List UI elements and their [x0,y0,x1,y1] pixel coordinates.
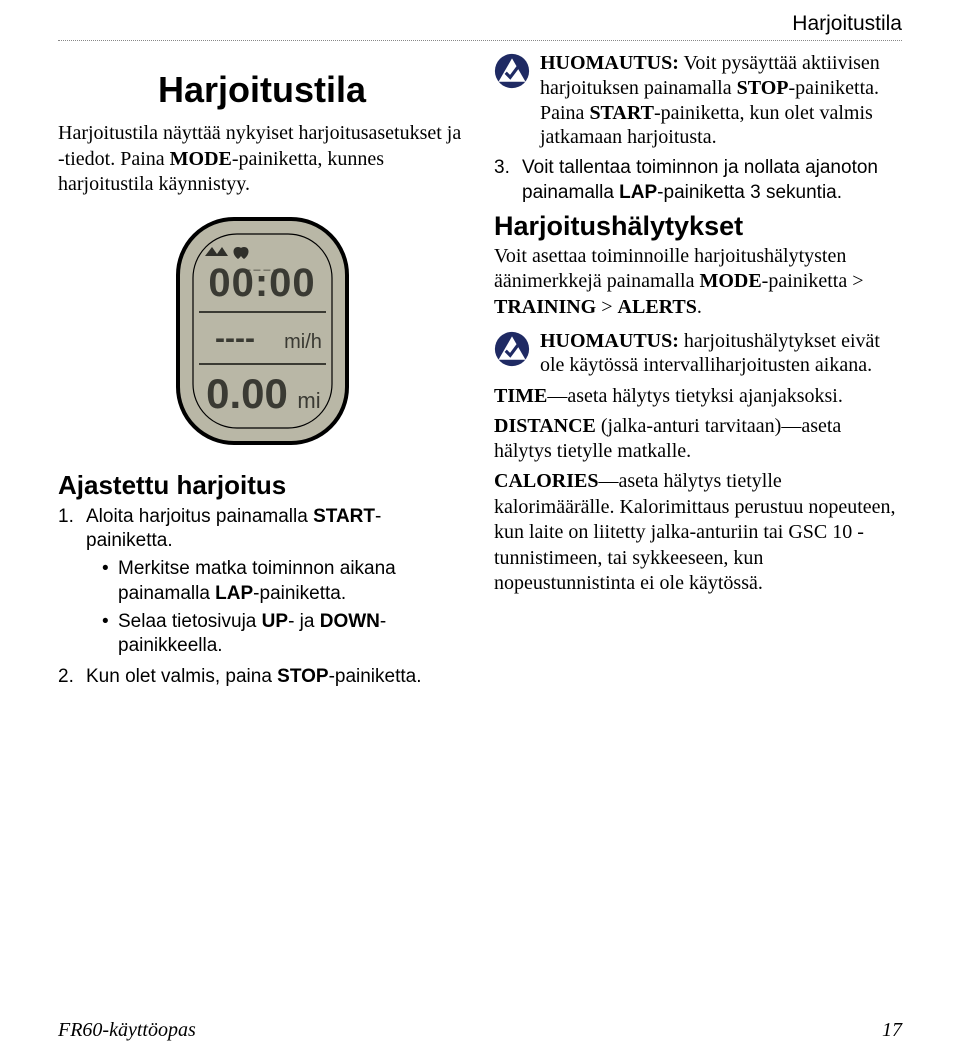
b2-t2: - ja [288,611,320,632]
note-2-text: HUOMAUTUS: harjoitushälytykset eivät ole… [540,329,902,379]
right-column: HUOMAUTUS: Voit pysäyttää aktiivisen har… [494,51,902,695]
huomautus-label-2: HUOMAUTUS: [540,330,679,352]
calories-term: CALORIES—aseta hälytys tietylle kalorimä… [494,469,902,597]
lap-keyword-2: LAP [619,182,657,203]
bullet-updown: Selaa tietosivuja UP- ja DOWN-painikkeel… [102,610,466,659]
huomautus-label: HUOMAUTUS: [540,52,679,74]
step2-t1: Kun olet valmis, paina [86,666,277,687]
training-keyword: TRAINING [494,296,596,318]
time-keyword: TIME [494,385,547,407]
alerts-intro: Voit asettaa toiminnoille harjoitushälyt… [494,244,902,321]
step2-t2: -painiketta. [329,666,422,687]
two-column-layout: Harjoitustila Harjoitustila näyttää nyky… [58,51,902,695]
step-2: Kun olet valmis, paina STOP-painiketta. [58,665,466,689]
lap-keyword: LAP [215,583,253,604]
page-number: 17 [882,1019,902,1042]
page-title: Harjoitustila [58,69,466,111]
up-keyword: UP [262,611,288,632]
svg-text:0.00: 0.00 [206,370,288,417]
stop-keyword-2: STOP [737,77,789,99]
svg-text:mi: mi [297,388,320,413]
alerts-heading: Harjoitushälytykset [494,211,902,242]
header-divider [58,40,902,41]
svg-text:_ _ _ _: _ _ _ _ [242,257,280,271]
svg-text:----: ---- [215,322,255,355]
step1-bullets: Merkitse matka toiminnon aikana painamal… [102,557,466,658]
b1-t2: -painiketta. [253,583,346,604]
note-icon [494,331,530,367]
start-keyword-2: START [589,102,654,124]
ai-t3: > [596,296,617,318]
b2-t1: Selaa tietosivuja [118,611,262,632]
intro-paragraph: Harjoitustila näyttää nykyiset harjoitus… [58,121,466,198]
svg-text:mi/h: mi/h [284,331,322,353]
steps-list: Aloita harjoitus painamalla START -painik… [58,505,466,689]
page-footer: FR60-käyttöopas 17 [58,1019,902,1042]
page-header-section: Harjoitustila [58,12,902,40]
s3-t2: -painiketta 3 sekuntia. [657,182,842,203]
time-term: TIME—aseta hälytys tietyksi ajanjaksoksi… [494,384,902,410]
distance-term: DISTANCE (jalka-anturi tarvitaan)—aseta … [494,414,902,465]
time-t1: —aseta hälytys tietyksi ajanjaksoksi. [547,385,843,407]
footer-title: FR60-käyttöopas [58,1019,196,1042]
step-1: Aloita harjoitus painamalla START -painik… [58,505,466,659]
note-block-2: HUOMAUTUS: harjoitushälytykset eivät ole… [494,329,902,379]
timed-workout-heading: Ajastettu harjoitus [58,470,466,501]
note-1-text: HUOMAUTUS: Voit pysäyttää aktiivisen har… [540,51,902,150]
left-column: Harjoitustila Harjoitustila näyttää nyky… [58,51,466,695]
bullet-lap: Merkitse matka toiminnon aikana painamal… [102,557,466,606]
note-block-1: HUOMAUTUS: Voit pysäyttää aktiivisen har… [494,51,902,150]
step-3-list: Voit tallentaa toiminnon ja nollata ajan… [494,156,902,205]
start-keyword: START [313,506,375,527]
calories-keyword: CALORIES [494,470,598,492]
mode-keyword: MODE [170,148,232,170]
mode-keyword-2: MODE [699,270,761,292]
alerts-keyword: ALERTS [618,296,697,318]
step1-text1: Aloita harjoitus painamalla [86,506,313,527]
ai-t4: . [697,296,702,318]
down-keyword: DOWN [320,611,380,632]
device-illustration: 00:00 _ _ _ _ ---- mi/h 0.00 mi [175,216,350,446]
ai-t2: -painiketta > [762,270,864,292]
distance-keyword: DISTANCE [494,415,596,437]
note-icon [494,53,530,89]
step-3: Voit tallentaa toiminnon ja nollata ajan… [494,156,902,205]
stop-keyword: STOP [277,666,328,687]
